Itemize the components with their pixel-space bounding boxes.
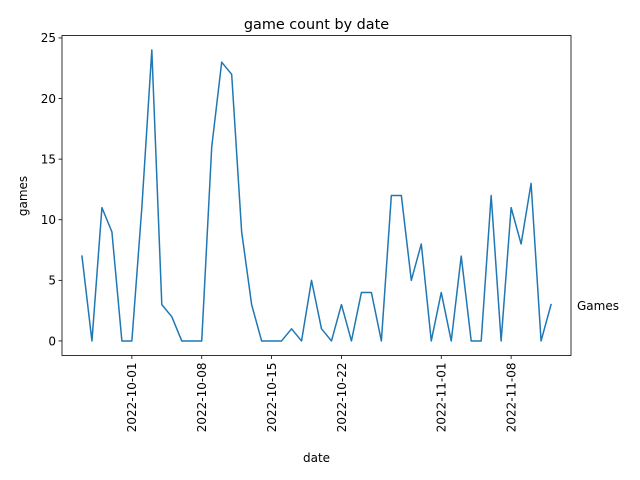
y-axis-ticks: 0 5 10 15 20 25 [41,31,62,348]
y-tick-label: 10 [41,213,56,227]
x-tick-label: 2022-11-08 [504,363,518,433]
y-tick-label: 20 [41,92,56,106]
x-tick-label: 2022-10-01 [125,363,139,433]
x-axis-ticks: 2022-10-01 2022-10-08 2022-10-15 2022-10-22… [125,355,518,433]
x-tick-label: 2022-11-01 [435,363,449,433]
y-tick-label: 5 [48,274,56,288]
series-line [81,49,552,342]
x-tick-label: 2022-10-08 [195,363,209,433]
series-label: Games [577,299,619,313]
y-axis-label: games [16,176,30,216]
x-tick-label: 2022-10-22 [335,363,349,433]
y-tick-label: 25 [41,31,56,45]
plot-frame [61,35,572,356]
chart-title: game count by date [244,17,389,33]
y-tick-label: 15 [41,152,56,166]
x-axis-label: date [303,451,330,465]
x-tick-label: 2022-10-15 [265,363,279,433]
y-tick-label: 0 [48,334,56,348]
